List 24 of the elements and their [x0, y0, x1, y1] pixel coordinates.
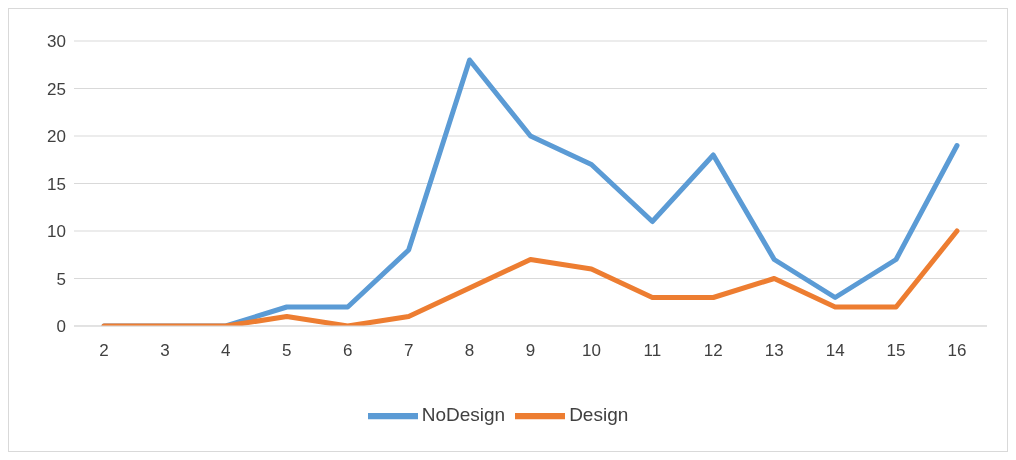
x-tick-label: 13 — [764, 341, 784, 361]
legend-label: Design — [569, 404, 629, 426]
y-tick-label: 30 — [47, 32, 66, 52]
y-tick-label: 25 — [47, 79, 66, 99]
y-tick-label: 5 — [56, 269, 66, 289]
y-tick-label: 10 — [47, 222, 66, 242]
x-tick-label: 11 — [643, 341, 662, 361]
x-tick-label: 5 — [282, 341, 292, 361]
x-tick-label: 14 — [825, 341, 845, 361]
x-tick-label: 9 — [525, 341, 536, 361]
x-tick-label: 3 — [160, 341, 170, 361]
x-tick-label: 7 — [403, 341, 414, 361]
x-tick-label: 12 — [703, 341, 723, 361]
x-tick-label: 2 — [99, 341, 109, 361]
x-tick-label: 4 — [221, 341, 231, 361]
y-tick-label: 0 — [56, 317, 66, 337]
x-tick-label: 8 — [464, 341, 475, 361]
y-tick-label: 20 — [47, 127, 66, 147]
x-tick-label: 10 — [581, 341, 601, 361]
x-tick-label: 16 — [947, 341, 967, 361]
x-tick-label: 6 — [342, 341, 353, 361]
y-tick-label: 15 — [47, 174, 66, 194]
x-tick-label: 15 — [886, 341, 906, 361]
legend-label: NoDesign — [421, 404, 506, 426]
